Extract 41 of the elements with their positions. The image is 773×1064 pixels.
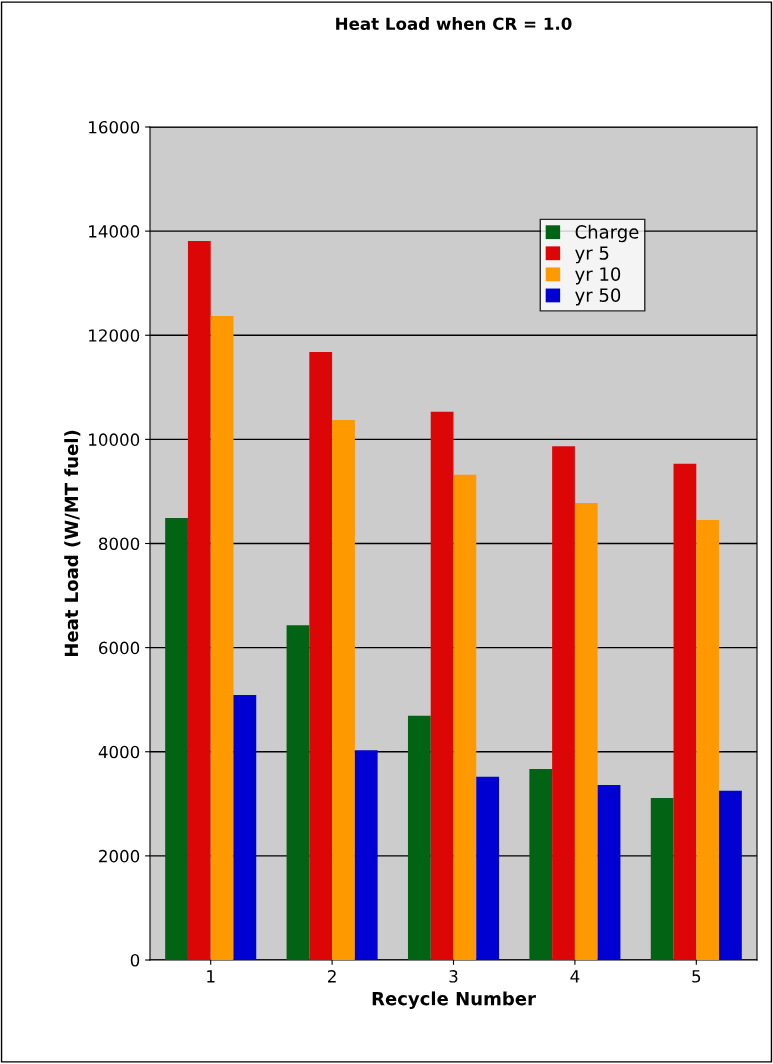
bar [673,463,697,960]
y-tick-label: 2000 [99,849,140,863]
x-tick-label: 2 [328,970,336,983]
chart-title: Heat Load when CR = 1.0 [336,17,572,31]
bar [233,695,257,960]
legend-label: Charge [575,224,639,243]
bar [210,315,234,960]
x-tick-label: 5 [692,970,701,983]
bar [650,798,674,960]
bar [407,715,431,960]
y-tick-label: 8000 [98,537,140,551]
x-tick-label: 1 [207,970,215,983]
bar [430,411,454,960]
y-tick-label: 12000 [89,329,140,342]
bar [354,750,378,960]
y-tick-label: 16000 [89,120,140,134]
bar [165,517,188,960]
y-tick-label: 4000 [98,745,140,759]
bar [719,790,742,960]
bar [187,241,211,960]
bar [696,520,720,960]
legend-label: yr 10 [575,267,621,285]
bar [552,446,575,960]
bar [597,785,621,960]
bar [286,625,310,960]
y-tick-label: 0 [130,953,140,967]
legend-label: yr 5 [575,246,609,264]
bar [574,502,598,960]
y-tick-label: 14000 [89,225,140,238]
x-tick-label: 4 [570,970,580,983]
bar [332,420,355,960]
y-tick-label: 10000 [89,433,140,446]
y-axis-title: Heat Load (W/MT fuel) [64,430,81,657]
legend-label: yr 50 [575,288,621,306]
bar [529,768,553,960]
x-axis-title: Recycle Number [372,991,536,1010]
bar [309,351,333,960]
bar [453,474,477,960]
y-tick-label: 6000 [99,641,140,655]
bar [476,776,500,960]
x-tick-label: 3 [449,970,458,983]
